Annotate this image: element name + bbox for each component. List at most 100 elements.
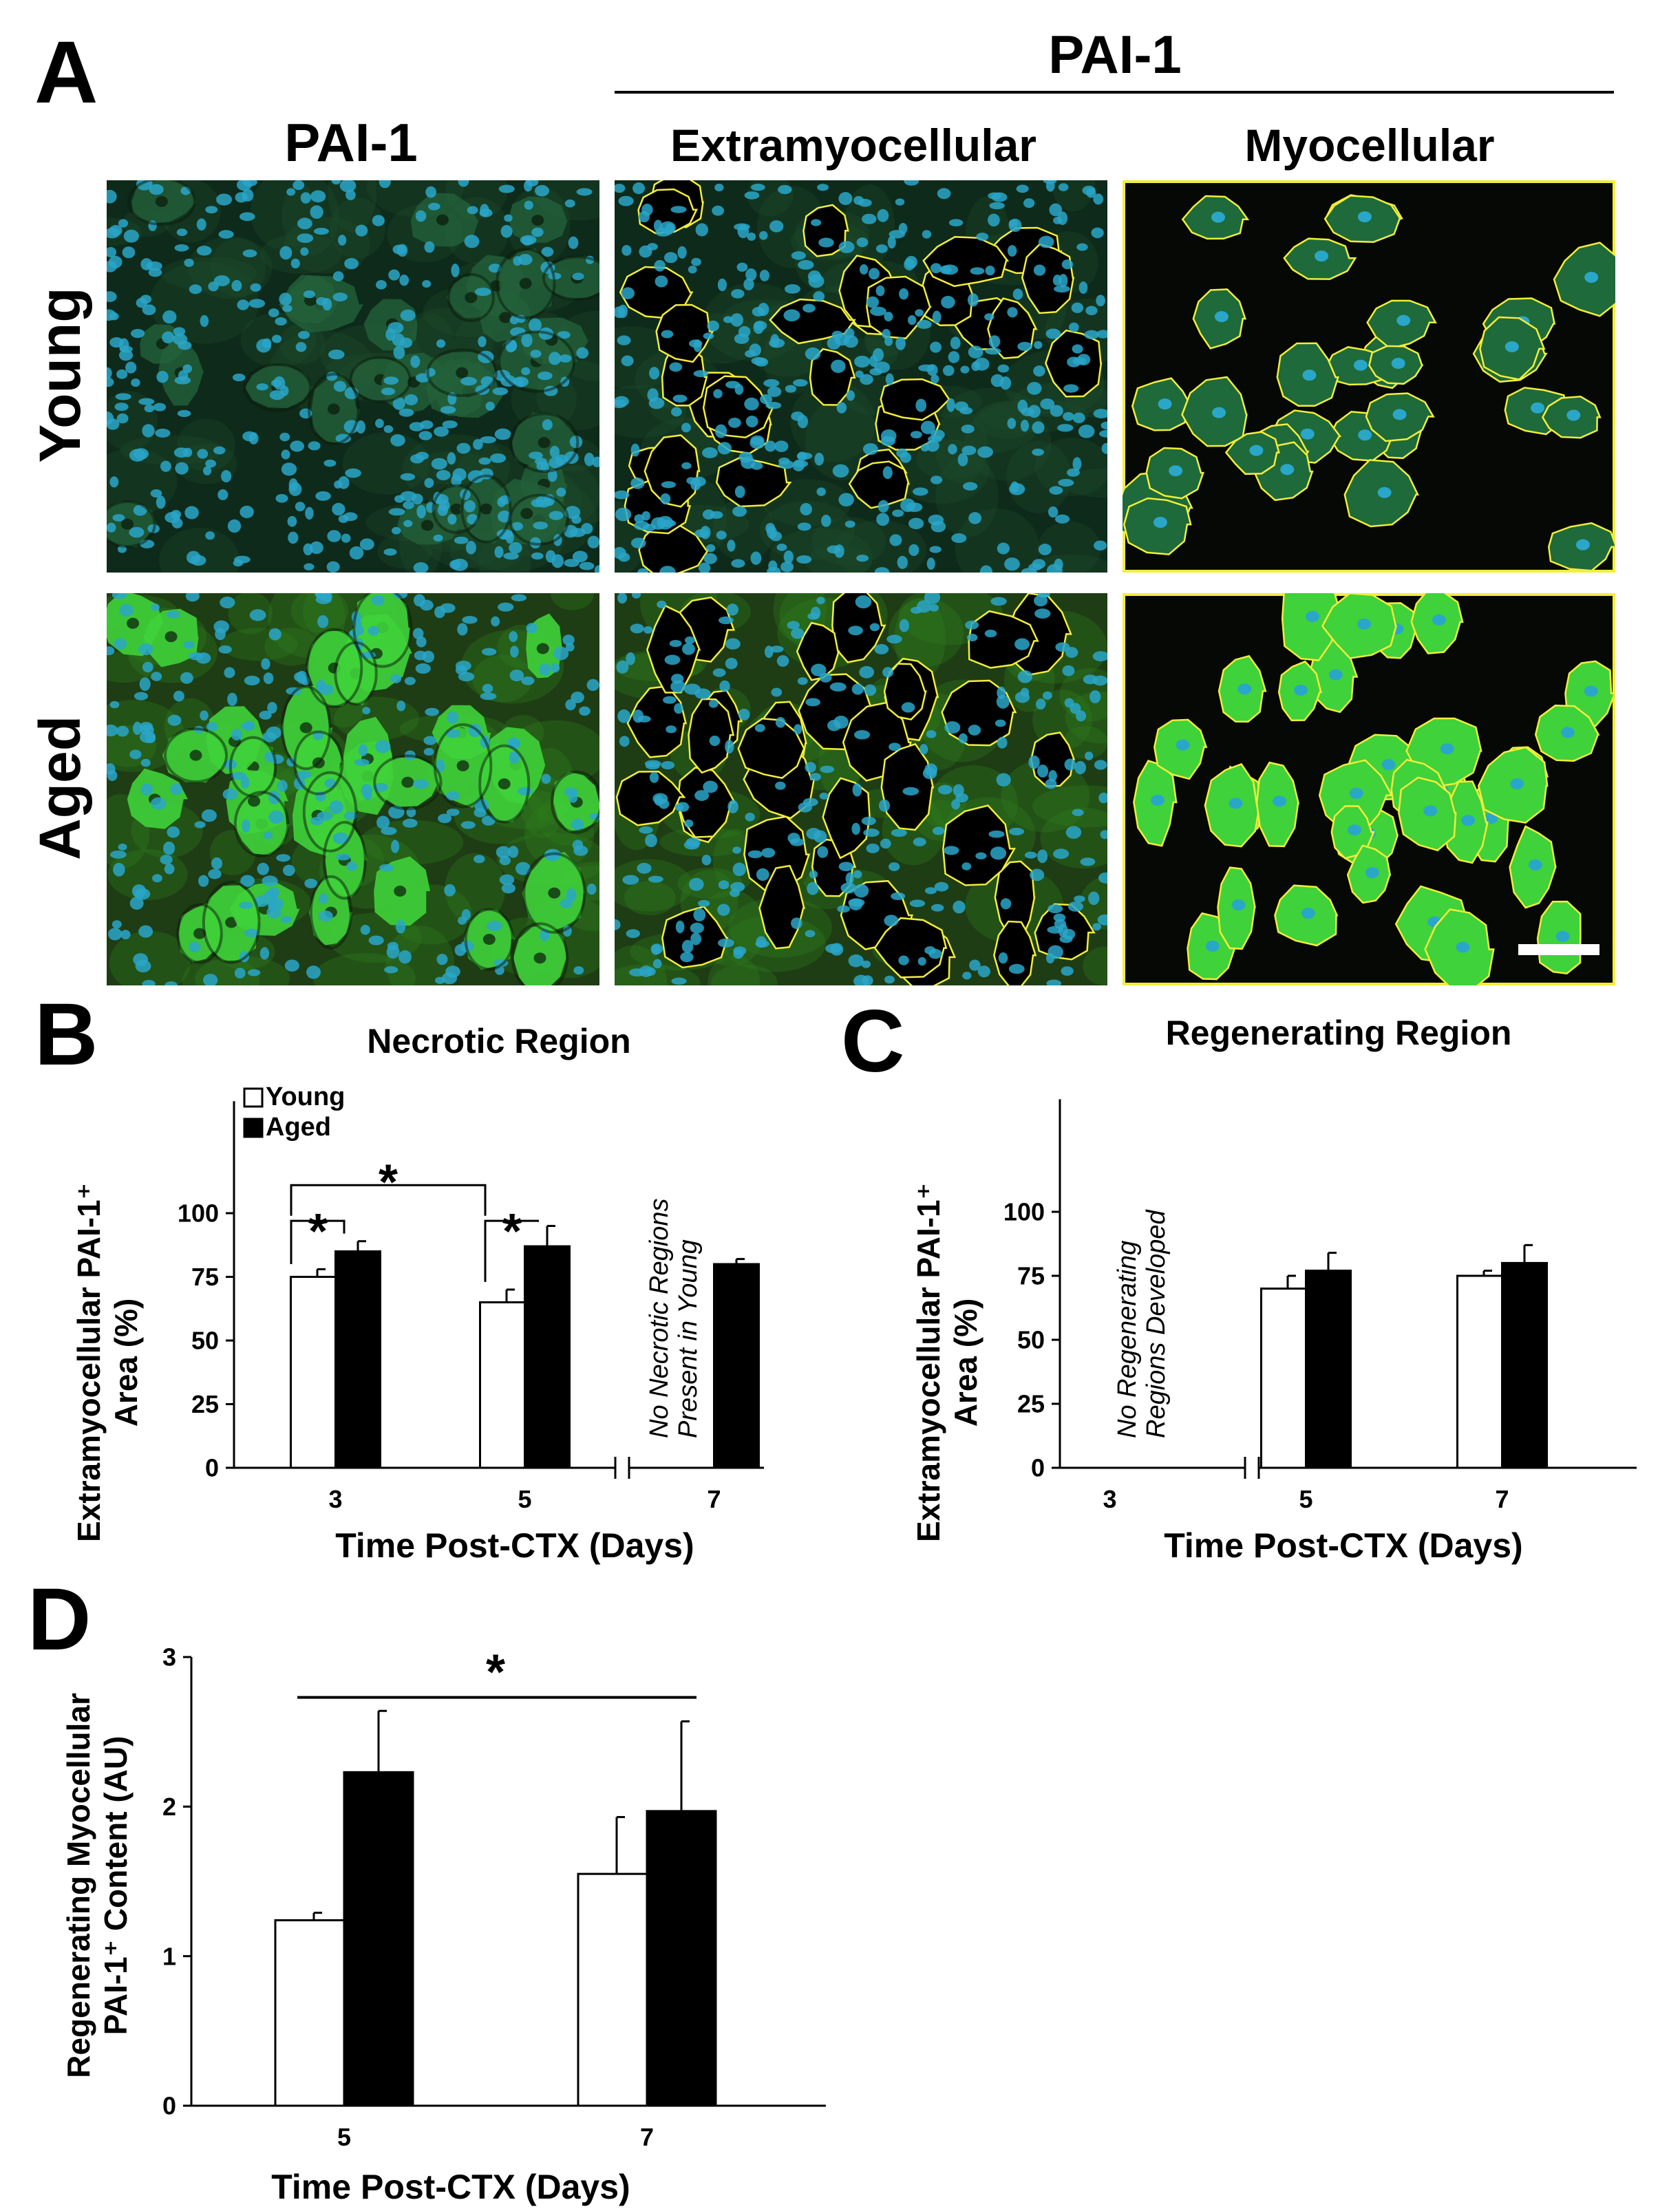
y-tick-label: 75 xyxy=(1017,1262,1045,1290)
dapi-nucleus xyxy=(876,513,890,526)
fiber-border xyxy=(542,255,599,301)
dapi-nucleus xyxy=(1575,539,1590,551)
dapi-nucleus xyxy=(239,212,255,222)
dapi-nucleus xyxy=(900,498,915,513)
dapi-nucleus xyxy=(884,975,895,984)
dapi-nucleus xyxy=(691,257,701,266)
dapi-nucleus xyxy=(942,264,959,275)
masked-fiber xyxy=(688,698,735,774)
dapi-nucleus xyxy=(150,797,167,810)
dapi-nucleus xyxy=(725,638,741,650)
x-tick-label: 3 xyxy=(328,1485,342,1513)
dapi-nucleus xyxy=(398,950,412,964)
dapi-nucleus xyxy=(455,665,467,675)
dapi-nucleus xyxy=(1032,448,1045,456)
dapi-nucleus xyxy=(339,180,357,193)
dapi-nucleus xyxy=(712,205,725,216)
tissue-haze xyxy=(615,945,668,985)
dapi-nucleus xyxy=(416,504,427,519)
dapi-nucleus xyxy=(142,661,153,673)
dapi-nucleus xyxy=(1392,409,1407,420)
fiber-center xyxy=(164,631,178,643)
y-tick-label: 0 xyxy=(162,2092,176,2120)
dapi-nucleus xyxy=(770,645,784,653)
dapi-nucleus xyxy=(436,339,446,348)
dapi-nucleus xyxy=(385,328,396,341)
dapi-nucleus xyxy=(928,949,942,959)
dapi-nucleus xyxy=(922,767,937,780)
dapi-nucleus xyxy=(962,482,978,491)
fiber-border xyxy=(464,908,514,971)
dapi-nucleus xyxy=(1070,703,1081,714)
panel-a-letter: A xyxy=(34,23,98,122)
dapi-nucleus xyxy=(288,531,299,544)
dapi-nucleus xyxy=(1100,830,1107,840)
fiber-border xyxy=(349,356,412,403)
masked-fiber xyxy=(942,804,1017,886)
dapi-nucleus xyxy=(862,975,873,985)
dapi-nucleus xyxy=(1016,184,1029,193)
dapi-nucleus xyxy=(436,953,448,965)
dapi-nucleus xyxy=(851,683,864,695)
dapi-nucleus xyxy=(184,506,199,520)
fiber-border xyxy=(478,744,531,824)
dapi-nucleus xyxy=(644,626,653,634)
dapi-nucleus xyxy=(1071,302,1084,314)
dapi-nucleus xyxy=(637,568,648,573)
bar-aged xyxy=(1501,1261,1548,1469)
dapi-nucleus xyxy=(884,915,899,927)
significance-star: * xyxy=(379,1155,398,1210)
dapi-nucleus xyxy=(232,373,246,382)
dapi-nucleus xyxy=(1020,419,1029,432)
dapi-nucleus xyxy=(653,220,663,232)
dapi-nucleus xyxy=(1074,760,1087,775)
dapi-nucleus xyxy=(579,706,591,716)
dapi-nucleus xyxy=(814,452,825,466)
dapi-nucleus xyxy=(955,401,968,412)
dapi-nucleus xyxy=(508,846,519,858)
dapi-nucleus xyxy=(995,719,1006,727)
dapi-nucleus xyxy=(1176,739,1190,751)
dapi-nucleus xyxy=(878,500,889,513)
dapi-nucleus xyxy=(827,545,841,554)
dapi-nucleus xyxy=(355,224,368,237)
fiber-center xyxy=(480,503,493,515)
tissue-haze xyxy=(708,955,761,985)
dapi-nucleus xyxy=(944,846,959,855)
dapi-nucleus xyxy=(699,562,711,573)
bar-young xyxy=(479,1301,526,1469)
dapi-nucleus xyxy=(335,434,351,443)
fiber-center xyxy=(450,503,463,515)
dapi-nucleus xyxy=(323,459,337,467)
dapi-nucleus xyxy=(745,350,756,358)
dapi-nucleus xyxy=(261,658,270,670)
dapi-nucleus xyxy=(151,874,162,883)
dapi-nucleus xyxy=(1153,517,1167,528)
dapi-nucleus xyxy=(242,180,257,186)
dapi-nucleus xyxy=(957,453,968,467)
dapi-nucleus xyxy=(951,799,961,810)
tissue-haze xyxy=(1032,785,1107,828)
dapi-nucleus xyxy=(997,686,1006,699)
dapi-nucleus xyxy=(271,379,282,387)
dapi-nucleus xyxy=(915,309,924,317)
fiber-border xyxy=(308,372,360,446)
dapi-nucleus xyxy=(816,597,825,605)
fiber-center xyxy=(127,617,140,629)
dapi-nucleus xyxy=(984,629,997,638)
dapi-nucleus xyxy=(156,495,166,509)
masked-fiber xyxy=(880,743,935,831)
dapi-nucleus xyxy=(991,192,1008,202)
dapi-nucleus xyxy=(869,268,880,280)
dapi-nucleus xyxy=(631,593,641,599)
dapi-nucleus xyxy=(111,920,122,929)
dapi-nucleus xyxy=(859,264,869,275)
dapi-nucleus xyxy=(107,377,114,387)
dapi-nucleus xyxy=(482,683,493,694)
legend-swatch-young xyxy=(243,1087,264,1108)
x-tick-label: 5 xyxy=(1299,1485,1312,1513)
dapi-nucleus xyxy=(257,862,269,875)
dapi-nucleus xyxy=(587,535,599,548)
dapi-nucleus xyxy=(368,935,384,946)
masked-fiber xyxy=(968,610,1039,669)
